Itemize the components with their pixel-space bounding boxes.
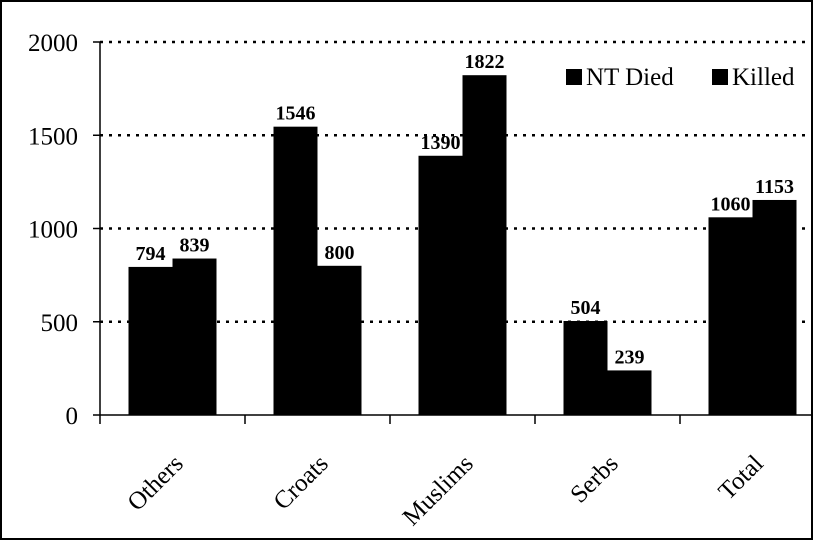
bar-killed-others	[172, 258, 217, 415]
y-tick-label: 1000	[28, 217, 78, 244]
data-label: 1153	[755, 176, 794, 198]
data-label: 794	[136, 243, 166, 265]
y-tick-label: 500	[41, 310, 79, 337]
x-tick-label: Serbs	[565, 450, 623, 508]
y-tick-label: 2000	[28, 30, 78, 57]
x-tick-label: Total	[714, 450, 769, 505]
bar-killed-muslims	[462, 75, 507, 416]
bar-nt-died-serbs	[563, 321, 608, 415]
data-label: 1060	[711, 193, 751, 215]
bar-nt-died-total	[708, 217, 753, 415]
y-tick-label: 1500	[28, 123, 78, 150]
legend-label: Killed	[732, 64, 795, 91]
data-label: 800	[325, 242, 355, 264]
data-label: 1390	[421, 132, 461, 154]
data-label: 504	[571, 297, 601, 319]
gridlines	[100, 40, 813, 323]
bar-nt-died-muslims	[418, 155, 463, 415]
x-tick-label: Muslims	[398, 450, 479, 531]
legend-label: NT Died	[586, 64, 674, 91]
bar-killed-serbs	[607, 370, 652, 415]
bars	[128, 75, 797, 416]
bar-killed-croats	[317, 265, 362, 415]
bar-nt-died-croats	[273, 126, 318, 416]
legend-swatch	[566, 69, 582, 85]
y-tick-label: 0	[66, 403, 79, 430]
data-label: 1822	[465, 51, 505, 73]
data-label: 239	[615, 346, 645, 368]
bar-killed-total	[752, 199, 797, 415]
legend-swatch	[712, 69, 728, 85]
data-label: 1546	[276, 103, 316, 125]
bar-nt-died-others	[128, 266, 173, 415]
x-tick-label: Others	[123, 450, 189, 516]
legend: NT Died Killed	[566, 64, 795, 91]
x-tick-label: Croats	[268, 450, 333, 515]
data-label: 839	[180, 235, 210, 257]
